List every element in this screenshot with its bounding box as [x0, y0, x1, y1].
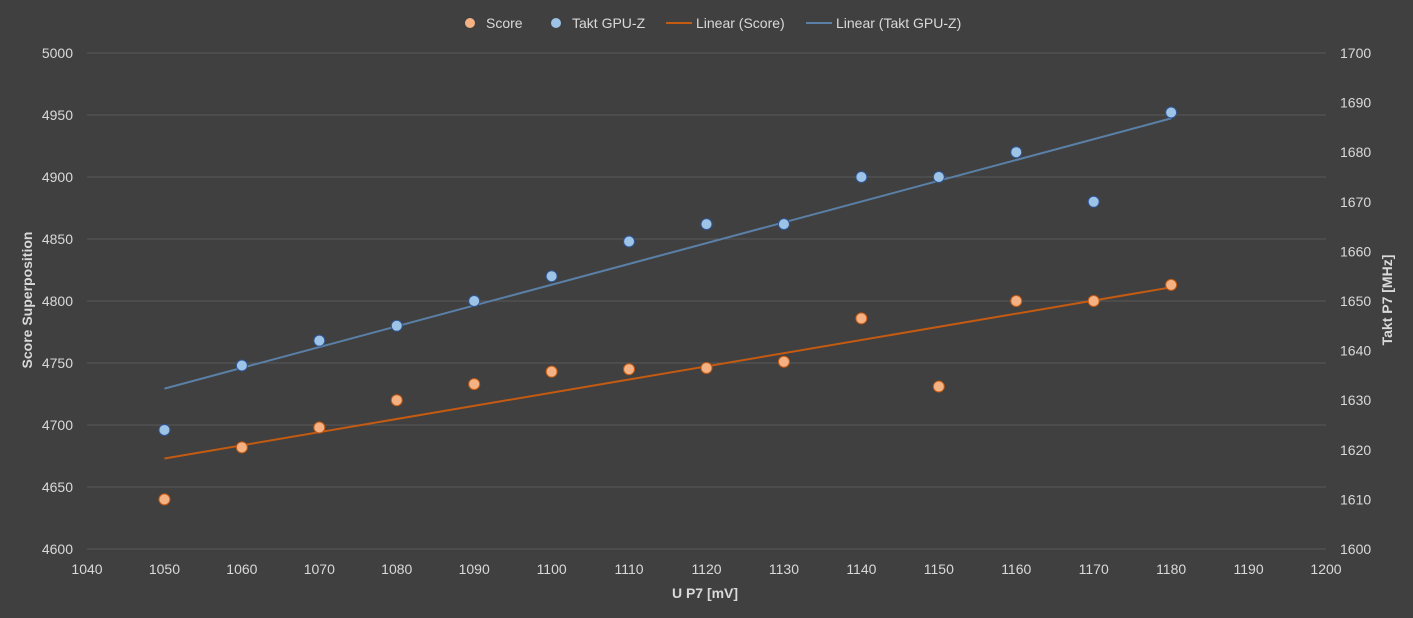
x-tick-label: 1130	[769, 561, 799, 577]
takt-point	[468, 295, 481, 307]
y2-tick-label: 1640	[1340, 343, 1371, 359]
x-tick-label: 1080	[381, 561, 412, 577]
legend-item-linear-takt[interactable]: Linear (Takt GPU-Z)	[806, 15, 961, 31]
x-tick-label: 1040	[71, 561, 102, 577]
takt-point	[700, 218, 713, 231]
takt-point	[1165, 106, 1178, 119]
x-tick-label: 1200	[1310, 561, 1341, 577]
x-tick-label: 1090	[459, 561, 490, 577]
x-axis-title: U P7 [mV]	[672, 585, 738, 601]
trendline-1	[164, 117, 1172, 390]
x-tick-label: 1170	[1079, 561, 1109, 577]
score-point	[468, 378, 481, 391]
score-point	[235, 441, 248, 454]
gridlines	[87, 52, 1326, 550]
y2-tick-label: 1610	[1340, 491, 1371, 507]
y-tick-label: 4900	[42, 169, 73, 185]
x-tick-label: 1100	[537, 561, 567, 577]
y2-tick-label: 1670	[1340, 194, 1371, 210]
data-points	[158, 106, 1178, 506]
legend-item-takt[interactable]: Takt GPU-Z	[551, 15, 646, 31]
takt-point	[313, 334, 326, 347]
x-tick-label: 1150	[924, 561, 954, 577]
y-tick-label: 4700	[42, 417, 73, 433]
legend: Score Takt GPU-Z Linear (Score) Linear (…	[465, 15, 961, 31]
takt-point	[1010, 146, 1023, 159]
score-point	[1010, 295, 1023, 307]
x-tick-label: 1070	[304, 561, 335, 577]
y2-tick-label: 1650	[1340, 293, 1371, 309]
takt-point	[235, 359, 248, 372]
score-point	[932, 380, 945, 393]
legend-label-linear-takt: Linear (Takt GPU-Z)	[836, 15, 961, 31]
y2-tick-label: 1600	[1340, 541, 1371, 557]
legend-label-score: Score	[486, 15, 523, 31]
x-tick-label: 1190	[1234, 561, 1264, 577]
takt-point	[932, 171, 945, 183]
y2-tick-label: 1620	[1340, 442, 1371, 458]
score-point	[1087, 295, 1100, 307]
takt-point	[777, 218, 790, 231]
tick-labels: 4600 4650 4700 4750 4800 4850 4900 4950 5000 1600…	[42, 45, 1372, 577]
score-point	[158, 493, 171, 506]
score-point	[700, 361, 713, 374]
score-point	[623, 363, 636, 376]
y2-tick-label: 1680	[1340, 144, 1371, 160]
takt-point	[855, 171, 868, 183]
takt-point	[1087, 195, 1100, 208]
score-point	[390, 394, 403, 407]
x-tick-label: 1120	[691, 561, 721, 577]
takt-point	[158, 423, 171, 436]
y-axis-title: Score Superposition	[19, 232, 35, 369]
y2-tick-label: 1700	[1340, 45, 1371, 61]
score-point	[313, 421, 326, 434]
y-tick-label: 4750	[42, 355, 73, 371]
x-tick-label: 1110	[615, 561, 644, 577]
x-tick-label: 1160	[1001, 561, 1031, 577]
legend-item-score[interactable]: Score	[465, 15, 523, 31]
y-tick-label: 5000	[42, 45, 73, 61]
score-point	[777, 355, 790, 368]
y-tick-label: 4950	[42, 107, 73, 123]
trendlines	[164, 117, 1172, 460]
takt-point	[545, 270, 558, 283]
legend-marker-takt	[551, 18, 561, 28]
y-tick-label: 4650	[42, 479, 73, 495]
trendline-0	[164, 286, 1172, 460]
legend-label-linear-score: Linear (Score)	[696, 15, 785, 31]
y2-tick-label: 1630	[1340, 392, 1371, 408]
legend-marker-score	[465, 18, 475, 28]
x-tick-label: 1050	[149, 561, 180, 577]
score-point	[545, 365, 558, 378]
y-tick-label: 4600	[42, 541, 73, 557]
legend-item-linear-score[interactable]: Linear (Score)	[666, 15, 785, 31]
takt-point	[623, 235, 636, 248]
score-point	[855, 312, 868, 325]
x-tick-label: 1060	[226, 561, 257, 577]
y-tick-label: 4800	[42, 293, 73, 309]
y2-axis-title: Takt P7 [MHz]	[1379, 255, 1395, 346]
y2-tick-label: 1660	[1340, 243, 1371, 259]
score-point	[1165, 278, 1178, 291]
y2-tick-label: 1690	[1340, 95, 1371, 111]
x-tick-label: 1140	[846, 561, 876, 577]
takt-point	[390, 319, 403, 332]
legend-label-takt: Takt GPU-Z	[572, 15, 646, 31]
x-tick-label: 1180	[1156, 561, 1186, 577]
y-tick-label: 4850	[42, 231, 73, 247]
